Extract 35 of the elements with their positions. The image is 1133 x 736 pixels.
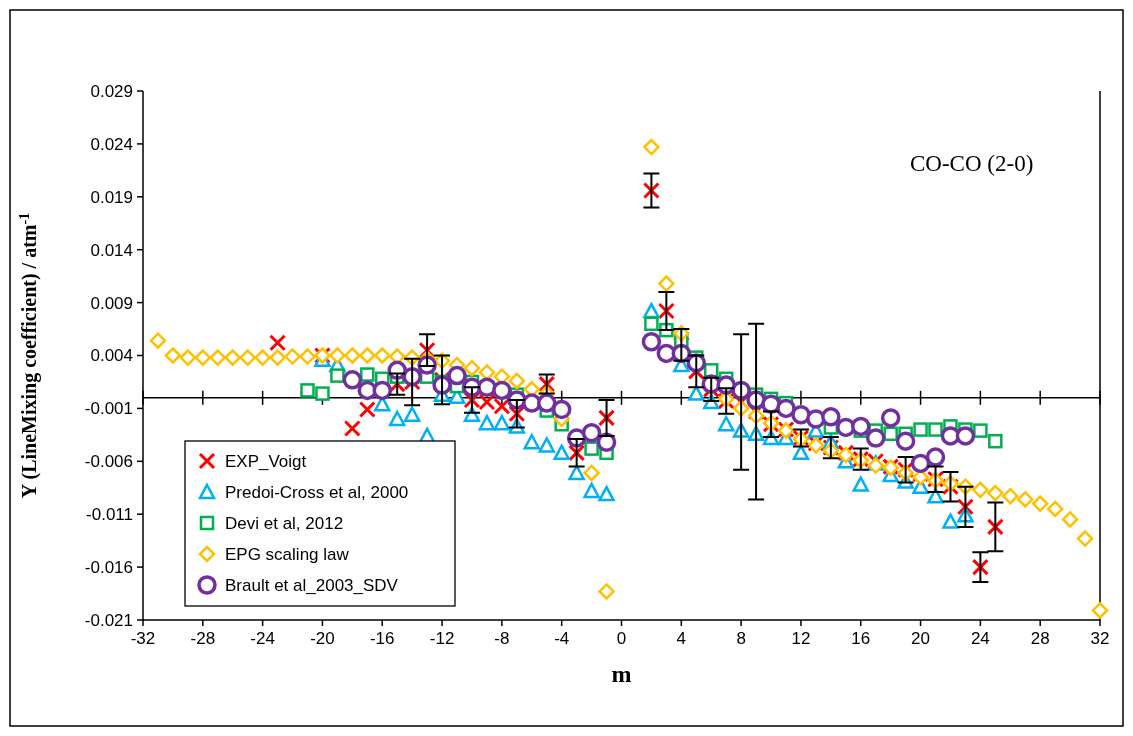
legend-label: Devi et al, 2012 [225,513,344,533]
x-tick-label: -32 [130,629,156,648]
x-tick-label: -16 [369,629,395,648]
y-tick-label: 0.014 [90,240,133,260]
x-tick-label: 24 [970,629,990,648]
x-tick-label: 28 [1030,629,1050,648]
x-tick-label: 0 [616,629,627,648]
y-tick-label: -0.011 [86,505,133,525]
legend-label: EPG scaling law [225,544,350,564]
x-tick-label: -24 [250,629,275,648]
y-tick-label: 0.024 [90,134,133,154]
legend-label: Predoi-Cross et al, 2000 [225,482,409,502]
x-tick-label: 16 [851,629,871,648]
y-tick-label: 0.019 [90,187,133,207]
y-tick-label: 0.004 [90,346,133,366]
x-tick-label: -12 [429,629,455,648]
x-tick-label: 8 [736,629,746,648]
legend-label: EXP_Voigt [225,451,307,471]
x-tick-label: 32 [1090,629,1110,648]
x-tick-label: -20 [310,629,335,648]
y-tick-label: -0.001 [84,399,133,419]
y-tick-label: -0.021 [84,610,133,630]
y-tick-label: -0.016 [84,558,133,578]
x-tick-label: 20 [911,629,931,648]
x-axis-title: m [611,661,632,687]
x-tick-label: 12 [791,629,811,648]
y-tick-label: -0.006 [84,452,133,472]
x-tick-label: 4 [676,629,687,648]
x-tick-label: -4 [554,629,570,648]
x-tick-label: -28 [190,629,216,648]
text: CO-CO (2-0) [910,151,1034,176]
x-tick-label: -8 [494,629,510,648]
y-tick-label: 0.009 [90,293,133,313]
y-tick-label: 0.029 [90,81,133,101]
legend-label: Brault et al_2003_SDV [225,575,399,595]
